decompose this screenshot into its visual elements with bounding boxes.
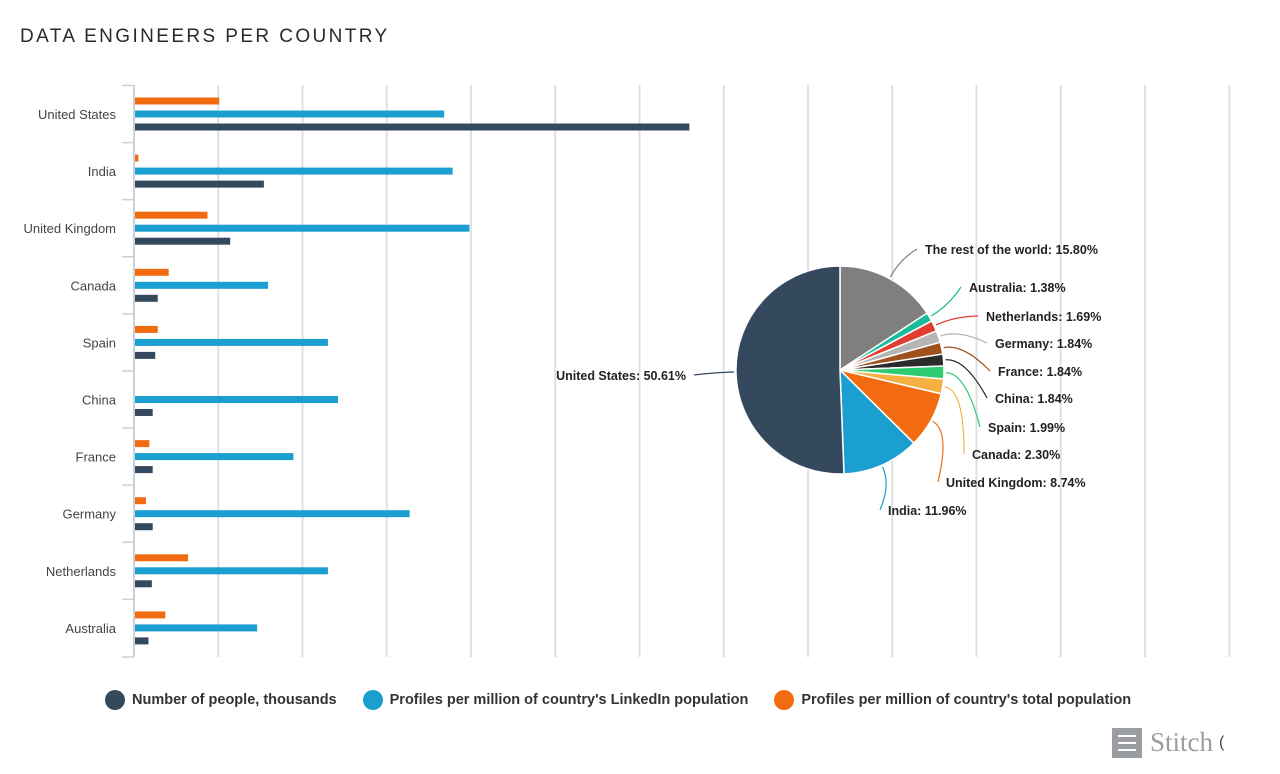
brand-logo: Stitch ( — [1112, 727, 1224, 758]
y-tick-label: China — [82, 393, 117, 408]
bar — [135, 338, 328, 346]
bar — [135, 637, 149, 645]
y-tick-label: France — [76, 450, 116, 465]
bar — [135, 97, 220, 105]
pie-label: France: 1.84% — [998, 365, 1082, 379]
bar — [135, 268, 169, 276]
bar — [135, 110, 445, 118]
bar — [135, 497, 146, 505]
pie-leader-line — [930, 286, 962, 317]
pie-leader-line — [879, 466, 887, 511]
pie-leader-line — [693, 371, 735, 376]
pie-leader-line — [945, 372, 981, 428]
bar — [135, 396, 339, 403]
bar — [135, 554, 189, 562]
pie-leader-line — [944, 386, 965, 455]
pie-label: The rest of the world: 15.80% — [925, 243, 1098, 257]
pie-label: Canada: 2.30% — [972, 448, 1060, 462]
y-tick-label: India — [88, 164, 117, 179]
legend-label-people: Number of people, thousands — [132, 692, 337, 708]
pie-leader-line — [932, 420, 944, 483]
pie-leader-line — [889, 248, 918, 278]
bar — [135, 281, 269, 289]
y-tick-label: Canada — [70, 278, 116, 293]
bar — [135, 351, 156, 359]
legend-label-population: Profiles per million of country's total … — [801, 692, 1132, 708]
pie-slice — [839, 265, 929, 372]
bar — [135, 453, 294, 461]
pie-label: United States: 50.61% — [556, 369, 686, 383]
pie-slice — [735, 265, 845, 475]
bar — [135, 167, 453, 175]
bar — [135, 325, 158, 333]
y-tick-label: Netherlands — [46, 564, 117, 579]
brand-tail: ( — [1219, 733, 1225, 751]
legend-item-people: Number of people, thousands — [105, 690, 337, 710]
bar — [135, 154, 139, 162]
legend-label-linkedin: Profiles per million of country's Linked… — [389, 692, 749, 708]
legend-item-population: Profiles per million of country's total … — [774, 690, 1131, 710]
pie-leader-line — [943, 346, 991, 372]
pie-leader-line — [940, 333, 988, 344]
bar — [135, 409, 153, 416]
bar — [135, 211, 208, 219]
legend-swatch-population — [774, 690, 795, 710]
pie-leader-line — [945, 359, 988, 399]
bar — [135, 523, 153, 531]
y-tick-label: Australia — [65, 621, 116, 636]
bar — [135, 611, 166, 619]
y-tick-label: Spain — [83, 335, 116, 350]
bar — [135, 237, 231, 245]
legend: Number of people, thousands Profiles per… — [105, 690, 1157, 710]
bar — [135, 466, 153, 474]
bar — [135, 624, 258, 632]
pie-label: India: 11.96% — [888, 504, 967, 518]
y-tick-label: United States — [38, 107, 117, 122]
y-tick-label: United Kingdom — [24, 221, 117, 236]
pie-label: United Kingdom: 8.74% — [946, 476, 1086, 490]
pie-label: Germany: 1.84% — [995, 337, 1092, 351]
bar — [135, 180, 264, 188]
y-tick-label: Germany — [63, 507, 117, 522]
bar — [135, 294, 158, 302]
bar — [135, 440, 150, 448]
brand-name: Stitch — [1150, 727, 1214, 757]
bar — [135, 224, 470, 232]
pie-label: Spain: 1.99% — [988, 421, 1065, 435]
bar — [135, 567, 328, 575]
pie-label: China: 1.84% — [995, 392, 1073, 406]
chart-canvas: United States India United Kingdom Canada Sp… — [24, 84, 1231, 658]
chart-title: DATA ENGINEERS PER COUNTRY — [20, 26, 390, 47]
stitch-logo-icon — [1112, 727, 1142, 758]
bar — [135, 123, 690, 131]
legend-item-linkedin: Profiles per million of country's Linked… — [362, 690, 749, 710]
legend-swatch-linkedin — [362, 690, 383, 710]
bar — [135, 510, 410, 518]
pie-label: Australia: 1.38% — [969, 281, 1066, 295]
pie-slice — [839, 368, 915, 475]
bar — [135, 580, 152, 588]
pie-label: Netherlands: 1.69% — [986, 310, 1101, 324]
legend-swatch-people — [105, 690, 125, 710]
pie-leader-line — [935, 315, 979, 326]
